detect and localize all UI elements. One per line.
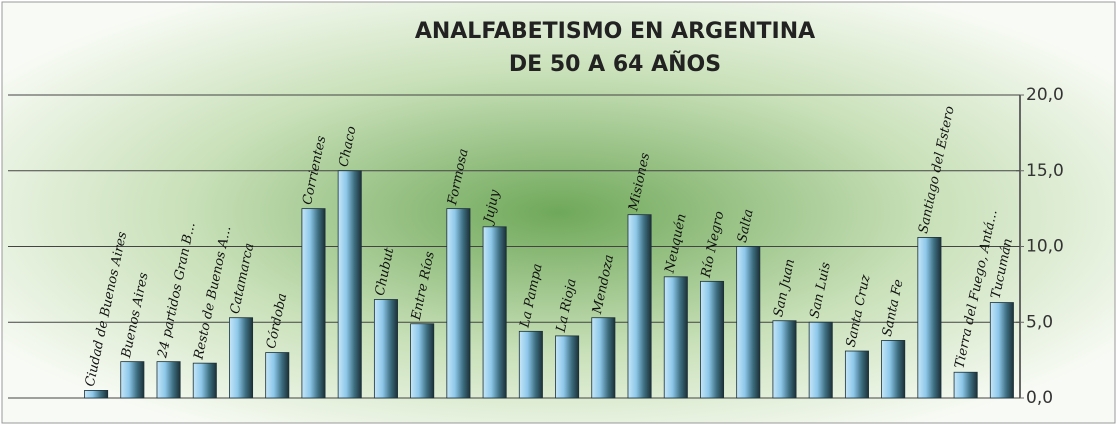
bar — [265, 352, 290, 399]
bar — [591, 317, 616, 399]
y-tick-label: 5,0 — [1026, 312, 1053, 332]
bar — [482, 226, 507, 399]
y-tick-label: 20,0 — [1026, 85, 1064, 105]
bar — [518, 330, 543, 399]
bar — [156, 361, 181, 399]
x-tick-label: Salta — [735, 208, 757, 244]
bar — [917, 237, 942, 399]
bar — [555, 335, 580, 399]
bar — [663, 276, 688, 399]
bar — [337, 170, 362, 399]
bar — [229, 317, 254, 399]
bar — [301, 208, 326, 399]
bar — [989, 302, 1014, 399]
bar — [410, 323, 435, 399]
bar — [953, 371, 978, 399]
chart-subtitle: DE 50 A 64 AÑOS — [509, 51, 721, 77]
bar — [627, 214, 652, 399]
bar — [120, 361, 145, 399]
chart-title: ANALFABETISMO EN ARGENTINA — [415, 19, 815, 44]
bar — [446, 208, 471, 399]
bar — [881, 340, 906, 399]
bar — [844, 350, 869, 399]
bar — [192, 362, 217, 399]
bar — [808, 321, 833, 399]
y-tick-label: 0,0 — [1026, 388, 1053, 408]
y-tick-label: 15,0 — [1026, 161, 1064, 181]
y-tick-label: 10,0 — [1026, 237, 1064, 257]
bar — [736, 246, 761, 399]
bar — [772, 320, 797, 399]
bar — [373, 299, 398, 399]
bar — [84, 390, 109, 399]
bar — [700, 280, 725, 399]
